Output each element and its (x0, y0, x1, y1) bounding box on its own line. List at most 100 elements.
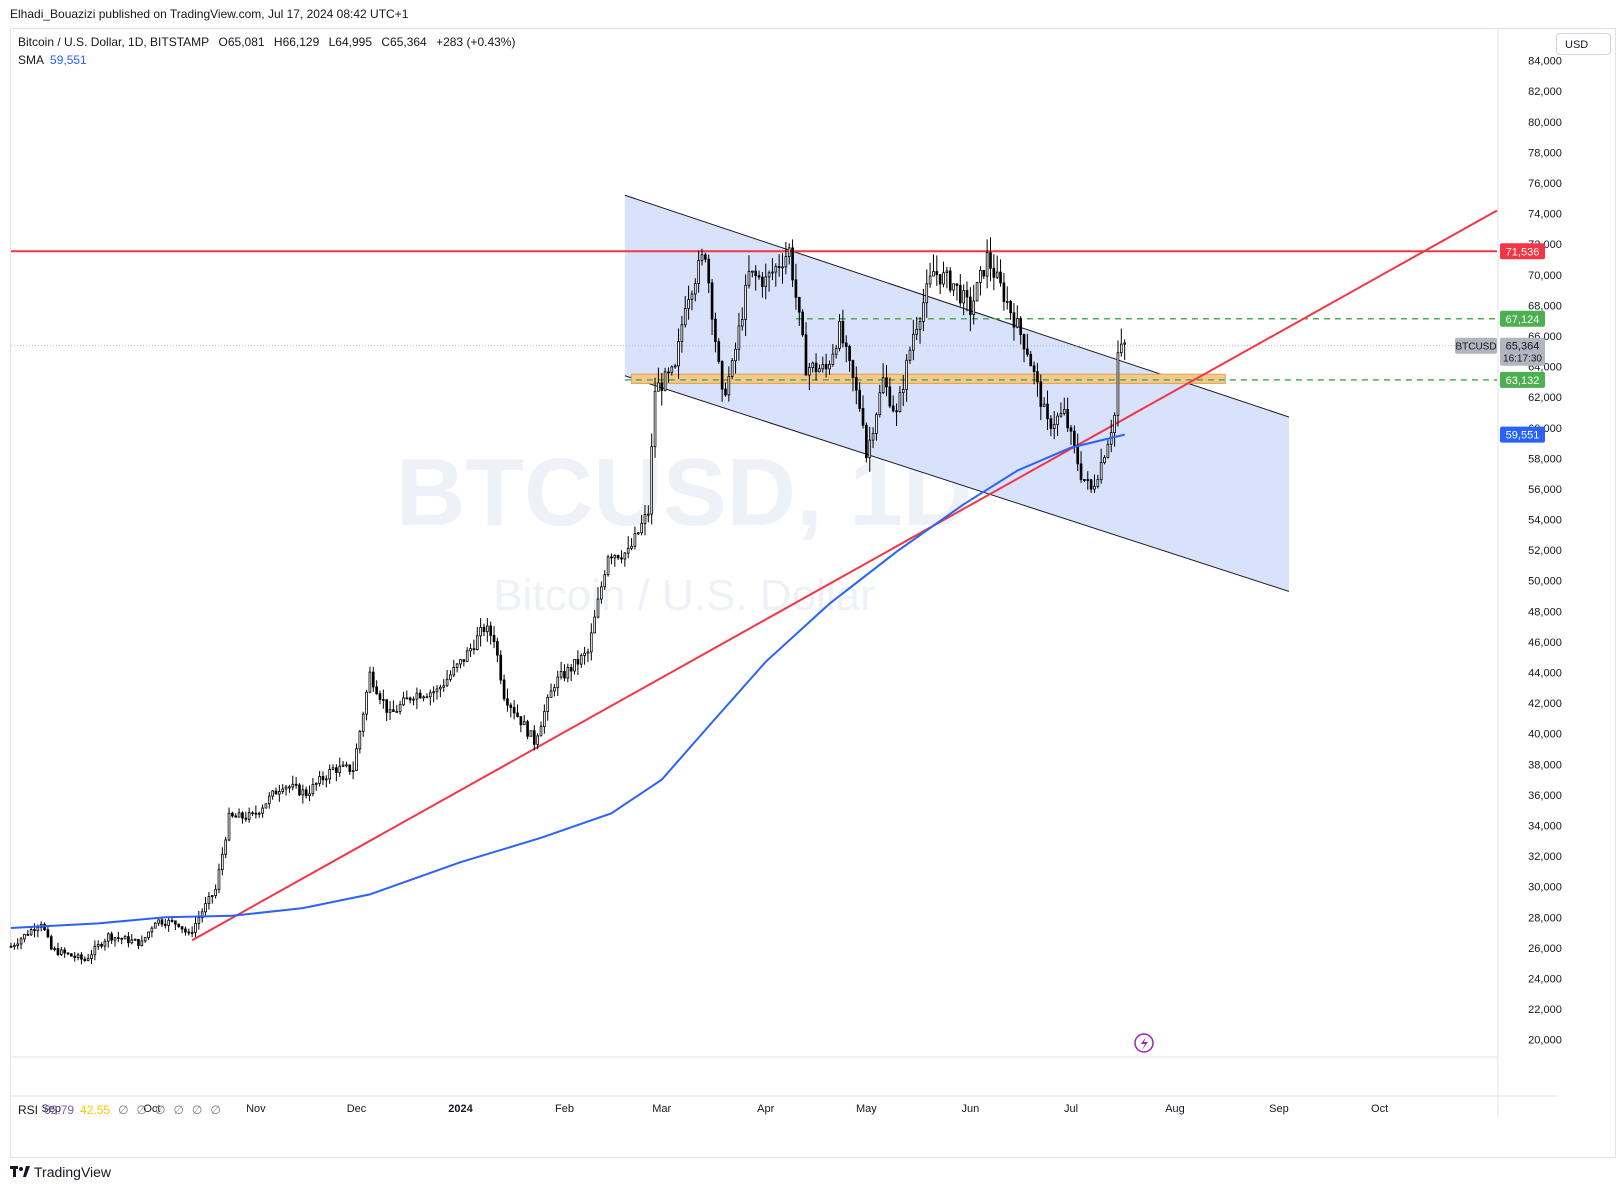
candle-up (361, 713, 365, 732)
channel-fill (624, 195, 1290, 592)
candle-up (781, 266, 784, 269)
candle-down (110, 933, 113, 941)
candle-up (818, 368, 821, 373)
candle-up (687, 299, 690, 309)
candle-up (549, 690, 553, 698)
candle-down (620, 557, 623, 560)
candle-up (677, 341, 680, 367)
candle-up (150, 927, 154, 933)
rsi-na-2: ∅ (136, 1103, 147, 1117)
candle-down (1019, 318, 1022, 335)
candle-down (804, 334, 808, 376)
candle-up (204, 903, 207, 913)
candle-down (667, 371, 670, 374)
candle-down (851, 360, 855, 378)
candle-down (707, 258, 711, 284)
candle-up (1113, 414, 1116, 433)
candle-down (861, 408, 865, 426)
candle-down (1022, 334, 1026, 350)
price-tick-label: 74,000 (1528, 209, 1562, 221)
rsi-na-6: ∅ (210, 1103, 221, 1117)
candle-up (23, 933, 26, 940)
lower-level-price-tag: 63,132 (1506, 375, 1540, 387)
candle-up (945, 270, 949, 274)
candle-up (439, 686, 442, 690)
time-tick-label: Mar (652, 1103, 671, 1115)
time-tick-label: Aug (1165, 1103, 1185, 1115)
candle-up (459, 659, 462, 665)
candle-down (1066, 409, 1069, 429)
candle-up (653, 390, 657, 448)
candle-up (784, 256, 788, 268)
candle-down (948, 270, 952, 291)
sma-price-tag: 59,551 (1506, 430, 1540, 442)
currency-button[interactable]: USD (1556, 33, 1611, 55)
candle-up (932, 271, 935, 277)
footer-brand[interactable]: TradingView (10, 1164, 111, 1180)
candle-up (556, 676, 560, 689)
candle-up (291, 783, 295, 788)
candle-up (626, 547, 630, 554)
price-tick-label: 84,000 (1528, 56, 1562, 68)
candle-up (657, 382, 660, 392)
candle-up (901, 388, 905, 393)
price-tick-label: 44,000 (1528, 668, 1562, 680)
candle-up (398, 704, 402, 712)
time-tick-label: Dec (347, 1103, 367, 1115)
countdown-tag: 16:17:30 (1503, 354, 1542, 365)
price-tick-label: 26,000 (1528, 943, 1562, 955)
rsi-na-3: ∅ (154, 1103, 166, 1117)
rsi-label: RSI (18, 1103, 39, 1117)
candle-up (486, 625, 489, 633)
candle-up (425, 696, 429, 699)
candle-down (516, 712, 519, 717)
candle-up (16, 943, 20, 946)
candle-up (1103, 457, 1106, 463)
ohlc-low: L64,995 (328, 35, 373, 49)
candle-down (1029, 353, 1033, 367)
time-tick-label: Nov (246, 1103, 266, 1115)
candle-up (650, 446, 654, 515)
candle-down (895, 410, 898, 413)
sma-legend[interactable]: SMA 59,551 (18, 53, 87, 67)
candle-down (298, 784, 301, 796)
candle-down (710, 282, 714, 320)
candle-down (9, 945, 13, 948)
candle-up (529, 730, 533, 737)
candle-down (234, 815, 238, 818)
candle-up (314, 782, 318, 785)
candle-down (865, 424, 868, 459)
rsi-na-1: ∅ (118, 1103, 129, 1117)
candle-up (13, 945, 16, 947)
candle-up (338, 765, 342, 774)
candle-down (1039, 381, 1043, 407)
candle-up (536, 735, 539, 745)
last-price-tag-bg (1500, 337, 1545, 366)
price-tick-label: 76,000 (1528, 178, 1562, 190)
candle-up (539, 726, 543, 737)
candle-up (157, 919, 160, 924)
candle-up (740, 319, 744, 327)
candle-up (455, 663, 459, 668)
candle-up (345, 764, 348, 767)
candle-up (559, 671, 563, 678)
price-tick-label: 78,000 (1528, 147, 1562, 159)
candle-down (858, 389, 861, 409)
candle-up (123, 936, 127, 940)
candle-down (519, 716, 523, 726)
candle-up (834, 347, 838, 355)
candle-down (1032, 365, 1036, 373)
candle-up (838, 321, 841, 349)
candle-down (888, 386, 892, 407)
candle-down (848, 346, 851, 361)
price-tick-label: 68,000 (1528, 300, 1562, 312)
candle-up (130, 939, 134, 944)
ohlc-high: H66,129 (273, 35, 320, 49)
candle-down (160, 919, 164, 925)
candle-up (1116, 352, 1120, 416)
candle-down (56, 948, 60, 955)
candle-up (388, 709, 392, 713)
rsi-legend[interactable]: RSI 62.79 42.55 ∅ ∅ ∅ ∅ ∅ ∅ (18, 1103, 221, 1117)
candle-down (610, 556, 613, 559)
